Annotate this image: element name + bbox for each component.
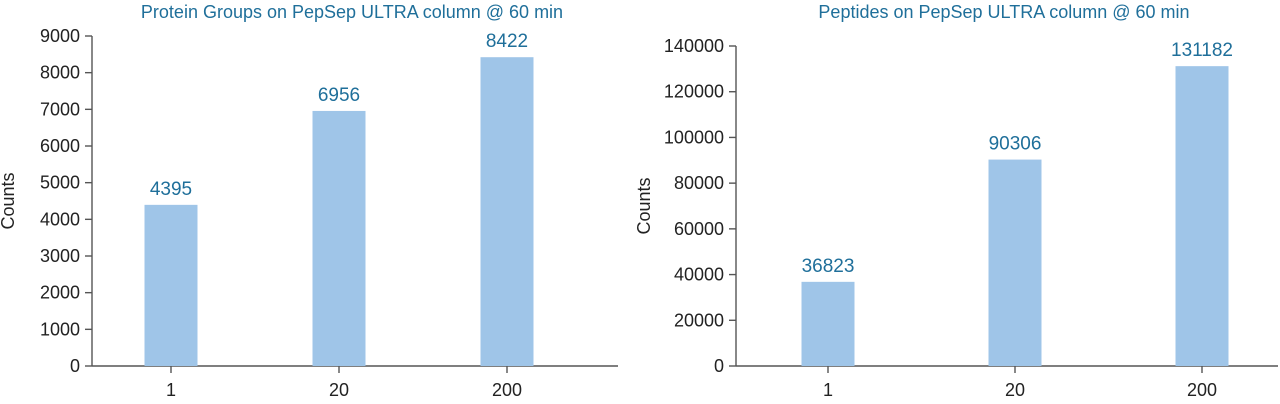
y-tick-label: 3000 bbox=[40, 246, 80, 266]
x-tick-label: 20 bbox=[1005, 380, 1025, 400]
x-tick-label: 200 bbox=[1187, 380, 1217, 400]
y-tick-label: 100000 bbox=[664, 127, 724, 147]
y-tick-label: 4000 bbox=[40, 209, 80, 229]
x-tick-label: 20 bbox=[329, 380, 349, 400]
y-tick-label: 1000 bbox=[40, 319, 80, 339]
y-tick-label: 2000 bbox=[40, 283, 80, 303]
y-tick-label: 20000 bbox=[674, 310, 724, 330]
data-label: 131182 bbox=[1171, 40, 1233, 61]
data-label: 36823 bbox=[802, 256, 855, 277]
y-tick-label: 0 bbox=[70, 356, 80, 376]
y-tick-label: 40000 bbox=[674, 265, 724, 285]
x-tick-label: 200 bbox=[492, 380, 522, 400]
peptides-chart: Peptides on PepSep ULTRA column @ 60 min… bbox=[634, 2, 1278, 400]
bar bbox=[480, 57, 534, 367]
y-tick-label: 9000 bbox=[40, 26, 80, 46]
bar bbox=[801, 281, 855, 366]
y-tick-label: 5000 bbox=[40, 173, 80, 193]
data-label: 4395 bbox=[150, 179, 192, 200]
y-tick-label: 140000 bbox=[664, 36, 724, 56]
data-label: 8422 bbox=[486, 31, 528, 52]
protein-groups-chart: Protein Groups on PepSep ULTRA column @ … bbox=[0, 2, 618, 400]
y-tick-label: 7000 bbox=[40, 99, 80, 119]
bar bbox=[312, 110, 366, 367]
y-tick-label: 6000 bbox=[40, 136, 80, 156]
x-tick-label: 1 bbox=[166, 380, 176, 400]
bar bbox=[1175, 66, 1229, 366]
data-label: 6956 bbox=[318, 85, 360, 106]
bar bbox=[988, 159, 1042, 366]
y-tick-label: 120000 bbox=[664, 82, 724, 102]
x-tick-label: 1 bbox=[823, 380, 833, 400]
y-axis-label: Counts bbox=[634, 177, 654, 234]
y-tick-label: 80000 bbox=[674, 173, 724, 193]
data-label: 90306 bbox=[989, 134, 1042, 155]
bar bbox=[144, 204, 198, 366]
y-tick-label: 60000 bbox=[674, 219, 724, 239]
chart-title: Peptides on PepSep ULTRA column @ 60 min bbox=[818, 2, 1189, 22]
y-axis-label: Counts bbox=[0, 172, 18, 229]
y-tick-label: 0 bbox=[714, 356, 724, 376]
y-tick-label: 8000 bbox=[40, 63, 80, 83]
chart-title: Protein Groups on PepSep ULTRA column @ … bbox=[141, 2, 563, 22]
